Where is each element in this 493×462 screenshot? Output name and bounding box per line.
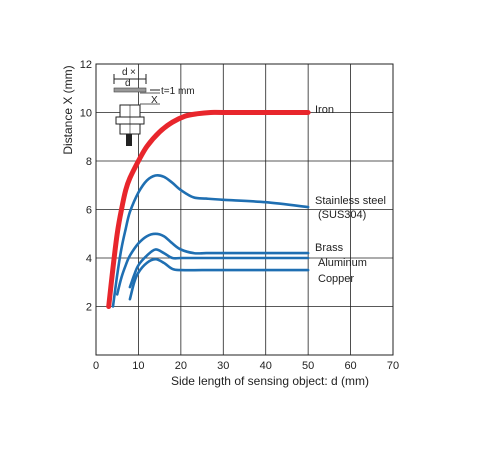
- y-tick-label: 6: [86, 205, 92, 217]
- x-tick-label: 30: [217, 360, 229, 372]
- series-label-brass: Brass: [315, 242, 344, 254]
- series-label-iron: Iron: [315, 104, 334, 116]
- series-line-iron: [106, 109, 311, 309]
- x-tick-labels: 0 10 20 30 40 50 60 70: [93, 360, 399, 372]
- series-labels: Iron Stainless steel (SUS304) Brass Aluminum…: [315, 104, 386, 285]
- x-tick-label: 0: [93, 360, 99, 372]
- series-line-copper: [128, 257, 310, 301]
- inset-dim-d-top: d: [122, 67, 128, 78]
- y-tick-label: 4: [86, 253, 92, 265]
- series-lines: [106, 109, 311, 309]
- inset-dim-d: d: [125, 78, 131, 89]
- series-label-stainless-steel-line2: (SUS304): [318, 209, 366, 221]
- y-tick-label: 2: [86, 302, 92, 314]
- series-line-stainless-steel: [111, 173, 310, 308]
- x-tick-label: 10: [132, 360, 144, 372]
- y-tick-label: 12: [80, 59, 92, 71]
- inset-dim-x: ×: [130, 67, 136, 78]
- sensor-diagram: d × d t=1 mm X: [113, 67, 195, 146]
- y-tick-labels: 2 4 6 8 10 12: [80, 59, 92, 314]
- inset-thickness-label: t=1 mm: [161, 86, 195, 97]
- y-axis-label: Distance X (mm): [61, 65, 75, 154]
- x-tick-label: 50: [302, 360, 314, 372]
- series-line-aluminum: [128, 248, 310, 289]
- x-tick-label: 20: [175, 360, 187, 372]
- inset-distance-label: X: [151, 95, 158, 106]
- y-tick-label: 10: [80, 108, 92, 120]
- inset-sensor-cable: [126, 134, 132, 146]
- series-label-aluminum: Aluminum: [318, 257, 367, 269]
- x-tick-label: 60: [344, 360, 356, 372]
- y-tick-label: 8: [86, 156, 92, 168]
- x-tick-label: 70: [387, 360, 399, 372]
- x-tick-label: 40: [260, 360, 272, 372]
- inset-target-plate: [113, 87, 147, 93]
- x-axis-label: Side length of sensing object: d (mm): [171, 374, 369, 388]
- series-label-stainless-steel: Stainless steel: [315, 195, 386, 207]
- series-label-copper: Copper: [318, 273, 354, 285]
- series-line-brass: [115, 232, 310, 296]
